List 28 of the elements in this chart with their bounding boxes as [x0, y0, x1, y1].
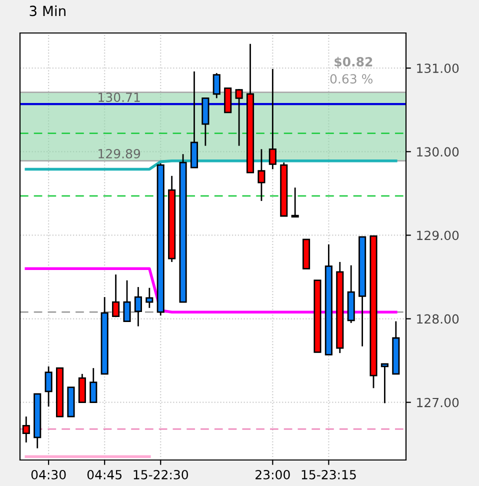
- x-tick-label: 04:45: [87, 470, 122, 480]
- y-tick-label: 128.00: [417, 314, 459, 324]
- candlestick: [22, 416, 30, 444]
- y-tick-label: 131.00: [417, 64, 459, 74]
- y-tick-label: 130.00: [417, 147, 459, 157]
- y-tick-label: 127.00: [417, 398, 459, 408]
- y-tick-label: 129.00: [417, 230, 459, 240]
- annotation: $0.82: [334, 56, 372, 68]
- candlestick: [146, 287, 154, 309]
- candlestick: [258, 148, 266, 202]
- ref-line-label: 129.89: [98, 148, 140, 158]
- candlestick: [112, 274, 120, 318]
- ref-line-label: 130.71: [98, 92, 140, 102]
- candlestick: [44, 366, 52, 408]
- candlestick: [235, 88, 243, 147]
- x-tick-label: 15-23:15: [302, 470, 356, 480]
- candlestick: [134, 286, 142, 327]
- candlestick: [212, 72, 220, 99]
- x-tick-label: 15-22:30: [134, 470, 188, 480]
- candlestick: [380, 363, 388, 404]
- x-tick-label: 04:30: [31, 470, 66, 480]
- candlestick: [123, 280, 131, 322]
- x-tick-label: 23:00: [256, 470, 290, 480]
- candlestick: [268, 68, 276, 170]
- candlestick: [291, 186, 299, 218]
- chart-title: 3 Min: [30, 5, 66, 16]
- candlestick: [90, 367, 98, 404]
- annotation: 0.63 %: [330, 74, 372, 84]
